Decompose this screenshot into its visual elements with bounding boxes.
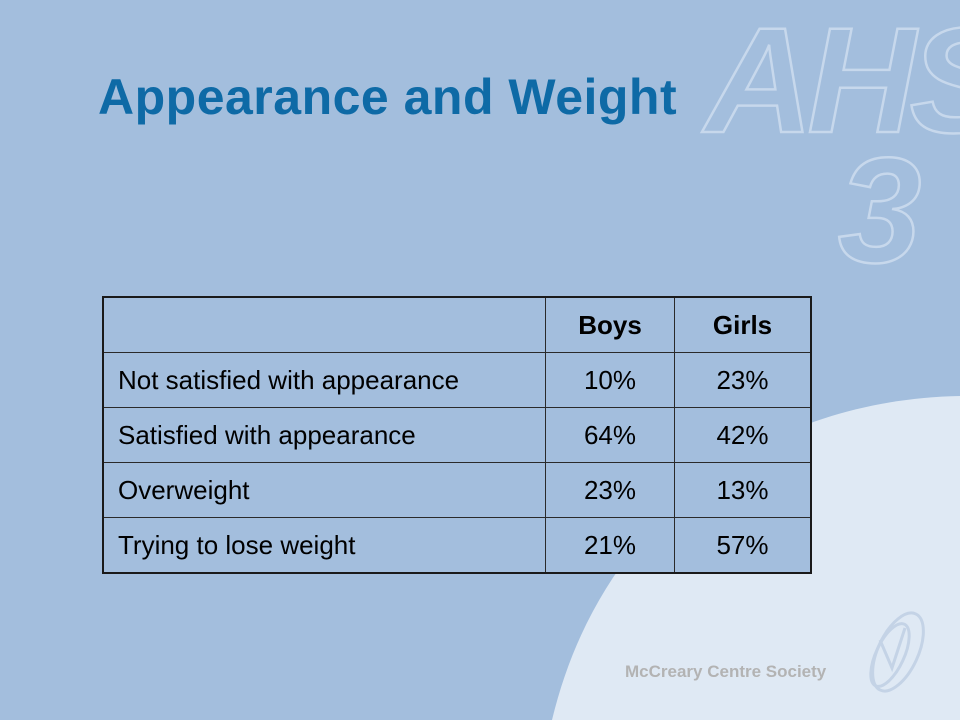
boys-value: 21%: [545, 517, 675, 574]
table-header-empty: [102, 296, 546, 353]
data-table: Boys Girls Not satisfied with appearance…: [102, 296, 812, 574]
table-header-row: Boys Girls: [102, 296, 812, 353]
girls-value: 23%: [674, 352, 812, 408]
table-row: Overweight 23% 13%: [102, 462, 812, 518]
girls-value: 42%: [674, 407, 812, 463]
row-label: Satisfied with appearance: [102, 407, 546, 463]
mccreary-logo-icon: [869, 611, 925, 693]
table-row: Satisfied with appearance 64% 42%: [102, 407, 812, 463]
row-label: Overweight: [102, 462, 546, 518]
ahs-logo-text: AHS: [701, 0, 960, 164]
row-label: Trying to lose weight: [102, 517, 546, 574]
boys-value: 64%: [545, 407, 675, 463]
table-row: Trying to lose weight 21% 57%: [102, 517, 812, 574]
table-header-girls: Girls: [674, 296, 812, 353]
ahs-logo-number: 3: [838, 126, 921, 294]
boys-value: 23%: [545, 462, 675, 518]
slide-title: Appearance and Weight: [98, 69, 678, 125]
girls-value: 57%: [674, 517, 812, 574]
table-row: Not satisfied with appearance 10% 23%: [102, 352, 812, 408]
table-header-boys: Boys: [545, 296, 675, 353]
row-label: Not satisfied with appearance: [102, 352, 546, 408]
footer-organization: McCreary Centre Society: [625, 662, 827, 681]
boys-value: 10%: [545, 352, 675, 408]
girls-value: 13%: [674, 462, 812, 518]
